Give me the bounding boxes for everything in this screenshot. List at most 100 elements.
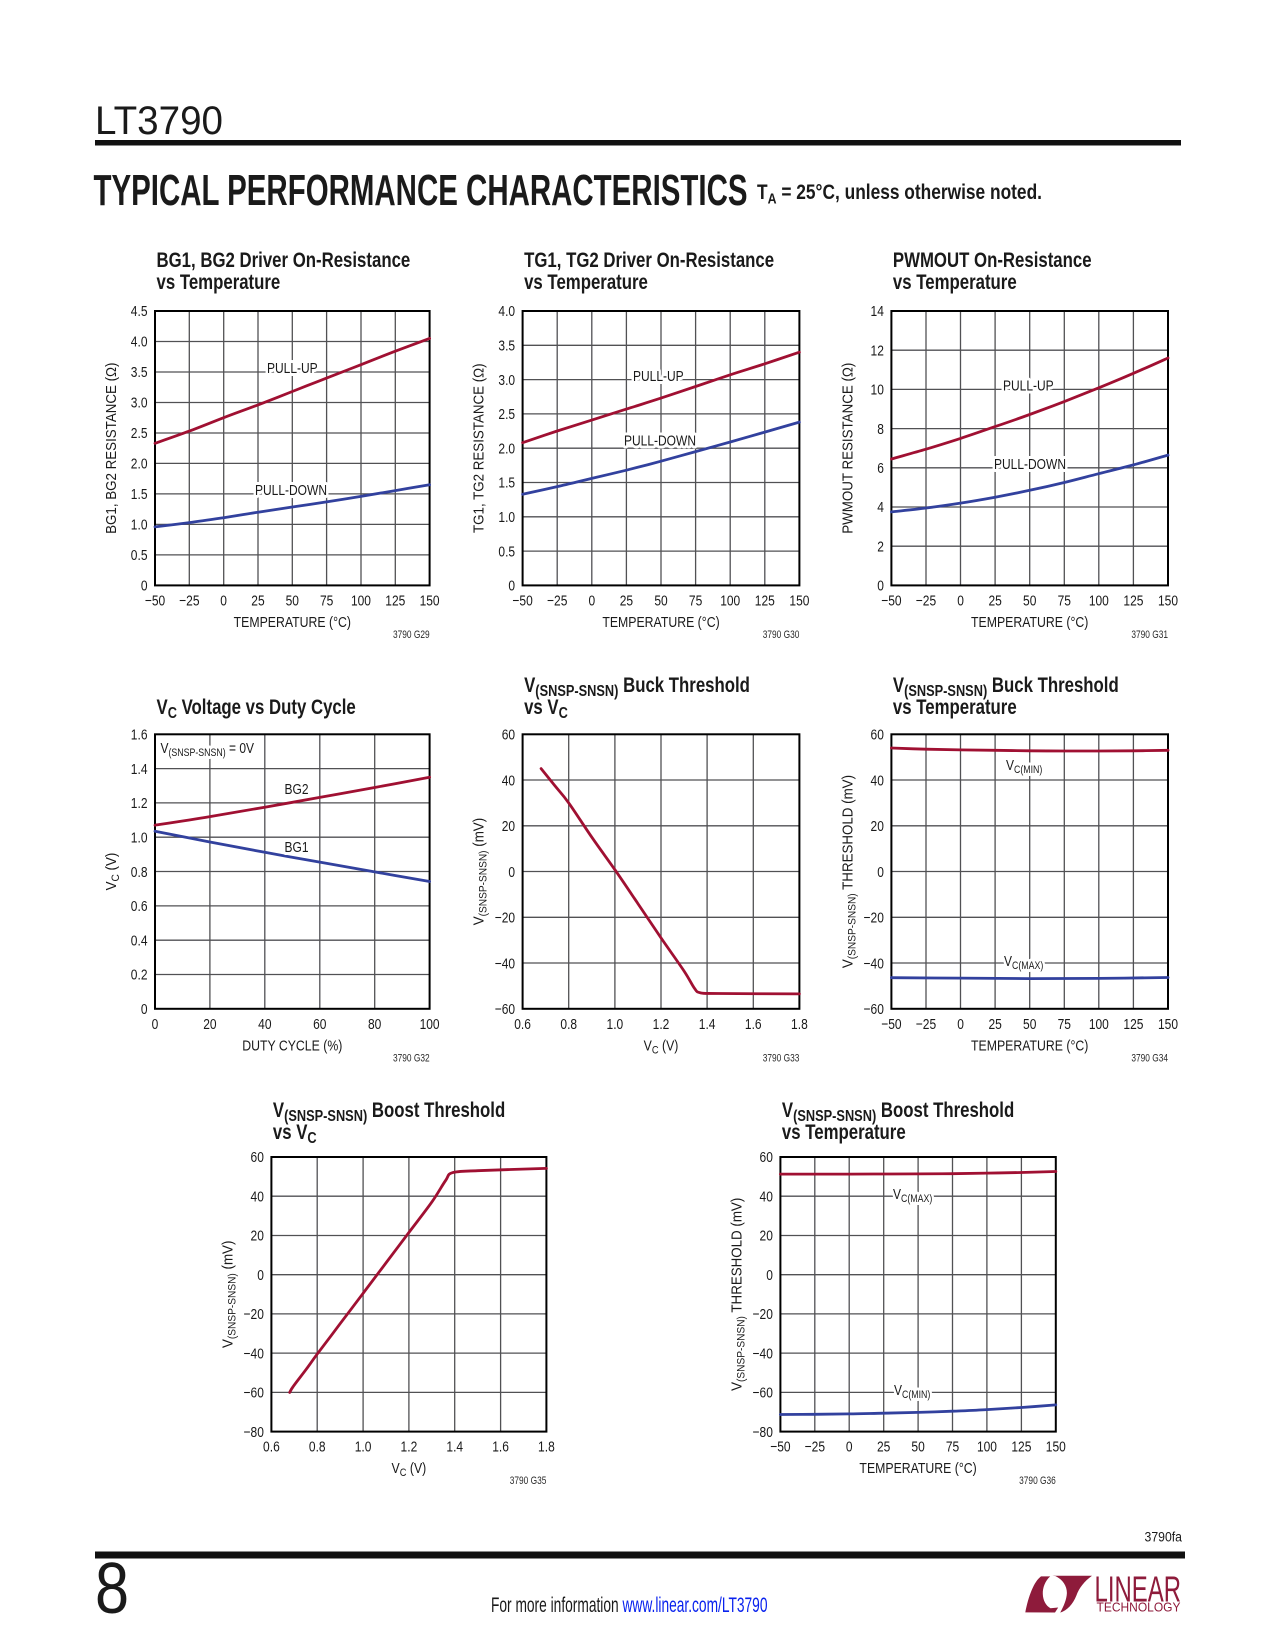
svg-text:BG2: BG2: [285, 781, 309, 798]
svg-text:25: 25: [988, 1016, 1001, 1033]
svg-text:50: 50: [1023, 1016, 1037, 1033]
svg-text:0: 0: [957, 592, 964, 609]
svg-text:75: 75: [689, 592, 702, 609]
svg-text:0.8: 0.8: [560, 1016, 577, 1033]
svg-text:60: 60: [871, 726, 885, 743]
svg-text:0: 0: [508, 863, 515, 880]
svg-text:125: 125: [755, 592, 775, 609]
svg-text:125: 125: [1011, 1438, 1031, 1455]
svg-text:100: 100: [977, 1438, 997, 1455]
svg-text:−60: −60: [495, 1001, 516, 1018]
svg-text:V(SNSP-SNSN) THRESHOLD (mV): V(SNSP-SNSN) THRESHOLD (mV): [840, 775, 859, 968]
svg-text:vs Temperature: vs Temperature: [524, 271, 648, 294]
svg-text:80: 80: [368, 1016, 382, 1033]
svg-text:vs Temperature: vs Temperature: [893, 696, 1017, 719]
svg-text:8: 8: [95, 1549, 129, 1629]
svg-text:0.5: 0.5: [498, 543, 515, 560]
svg-text:−40: −40: [244, 1345, 265, 1362]
svg-text:PULL-DOWN: PULL-DOWN: [994, 456, 1066, 473]
svg-text:0.6: 0.6: [263, 1438, 280, 1455]
svg-text:−50: −50: [881, 1016, 902, 1033]
svg-text:60: 60: [760, 1149, 774, 1166]
svg-text:3790 G34: 3790 G34: [1131, 1052, 1168, 1064]
svg-text:−25: −25: [805, 1438, 825, 1455]
svg-text:VC (V): VC (V): [392, 1460, 427, 1479]
svg-text:0: 0: [141, 577, 148, 594]
svg-text:100: 100: [1089, 592, 1109, 609]
svg-text:40: 40: [760, 1188, 774, 1205]
svg-text:BG1: BG1: [285, 839, 309, 856]
svg-text:3.5: 3.5: [131, 364, 148, 381]
svg-text:0.2: 0.2: [131, 966, 148, 983]
svg-text:20: 20: [760, 1227, 774, 1244]
svg-text:vs Temperature: vs Temperature: [157, 271, 281, 294]
svg-text:−60: −60: [753, 1384, 774, 1401]
svg-text:4: 4: [877, 499, 884, 516]
svg-text:1.6: 1.6: [745, 1016, 762, 1033]
svg-text:0: 0: [877, 577, 884, 594]
svg-text:V(SNSP-SNSN) THRESHOLD (mV): V(SNSP-SNSN) THRESHOLD (mV): [729, 1198, 748, 1391]
svg-text:0.8: 0.8: [309, 1438, 326, 1455]
svg-text:75: 75: [320, 592, 333, 609]
svg-text:vs Temperature: vs Temperature: [893, 271, 1017, 294]
svg-text:1.5: 1.5: [498, 474, 515, 491]
svg-text:1.2: 1.2: [653, 1016, 670, 1033]
svg-text:25: 25: [877, 1438, 890, 1455]
svg-text:vs Temperature: vs Temperature: [782, 1121, 906, 1144]
svg-text:1.0: 1.0: [607, 1016, 624, 1033]
svg-text:3790 G30: 3790 G30: [763, 629, 800, 641]
svg-text:0.6: 0.6: [514, 1016, 531, 1033]
svg-text:−40: −40: [495, 955, 516, 972]
svg-text:4.0: 4.0: [131, 333, 148, 350]
svg-text:40: 40: [258, 1016, 272, 1033]
svg-text:vs VC: vs VC: [524, 696, 568, 722]
svg-text:150: 150: [420, 592, 440, 609]
svg-text:−25: −25: [547, 592, 567, 609]
svg-text:1.4: 1.4: [699, 1016, 716, 1033]
svg-text:2.5: 2.5: [498, 406, 515, 423]
svg-text:VC(MAX): VC(MAX): [893, 1186, 932, 1206]
svg-text:1.0: 1.0: [355, 1438, 372, 1455]
svg-text:−40: −40: [864, 955, 885, 972]
svg-text:TEMPERATURE (°C): TEMPERATURE (°C): [971, 1037, 1088, 1053]
svg-text:−80: −80: [753, 1424, 774, 1441]
svg-text:20: 20: [871, 818, 885, 835]
svg-text:3790 G29: 3790 G29: [393, 629, 430, 641]
svg-text:40: 40: [251, 1188, 265, 1205]
svg-text:−20: −20: [244, 1306, 265, 1323]
svg-text:TA = 25°C, unless otherwise no: TA = 25°C, unless otherwise noted.: [757, 182, 1042, 207]
svg-text:V(SNSP-SNSN) = 0V: V(SNSP-SNSN) = 0V: [161, 740, 255, 760]
svg-text:4.0: 4.0: [498, 303, 515, 320]
svg-text:3.5: 3.5: [498, 337, 515, 354]
svg-text:75: 75: [1058, 1016, 1071, 1033]
svg-text:150: 150: [1158, 1016, 1178, 1033]
svg-text:−60: −60: [864, 1001, 885, 1018]
svg-text:10: 10: [871, 381, 885, 398]
svg-text:For more information www.linea: For more information www.linear.com/LT37…: [491, 1593, 768, 1617]
svg-text:1.0: 1.0: [131, 516, 148, 533]
svg-text:TEMPERATURE (°C): TEMPERATURE (°C): [971, 614, 1088, 630]
svg-text:20: 20: [502, 818, 516, 835]
svg-text:150: 150: [1046, 1438, 1066, 1455]
svg-text:−20: −20: [753, 1306, 774, 1323]
svg-text:TEMPERATURE (°C): TEMPERATURE (°C): [602, 614, 719, 630]
svg-text:VC (V): VC (V): [103, 853, 122, 891]
svg-text:VC Voltage vs Duty Cycle: VC Voltage vs Duty Cycle: [157, 696, 356, 722]
svg-text:TECHNOLOGY: TECHNOLOGY: [1097, 1600, 1181, 1615]
svg-text:14: 14: [871, 303, 885, 320]
svg-text:1.0: 1.0: [498, 509, 515, 526]
svg-text:100: 100: [420, 1016, 440, 1033]
svg-text:125: 125: [385, 592, 405, 609]
svg-text:−25: −25: [916, 592, 936, 609]
svg-text:125: 125: [1123, 592, 1143, 609]
svg-text:PULL-UP: PULL-UP: [633, 368, 684, 385]
svg-text:0: 0: [766, 1267, 773, 1284]
svg-text:1.4: 1.4: [446, 1438, 463, 1455]
svg-text:LINEAR: LINEAR: [1095, 1569, 1182, 1610]
svg-text:100: 100: [720, 592, 740, 609]
svg-text:40: 40: [871, 772, 885, 789]
svg-text:75: 75: [1058, 592, 1071, 609]
svg-text:−25: −25: [179, 592, 199, 609]
svg-text:12: 12: [871, 342, 884, 359]
svg-text:−50: −50: [512, 592, 533, 609]
